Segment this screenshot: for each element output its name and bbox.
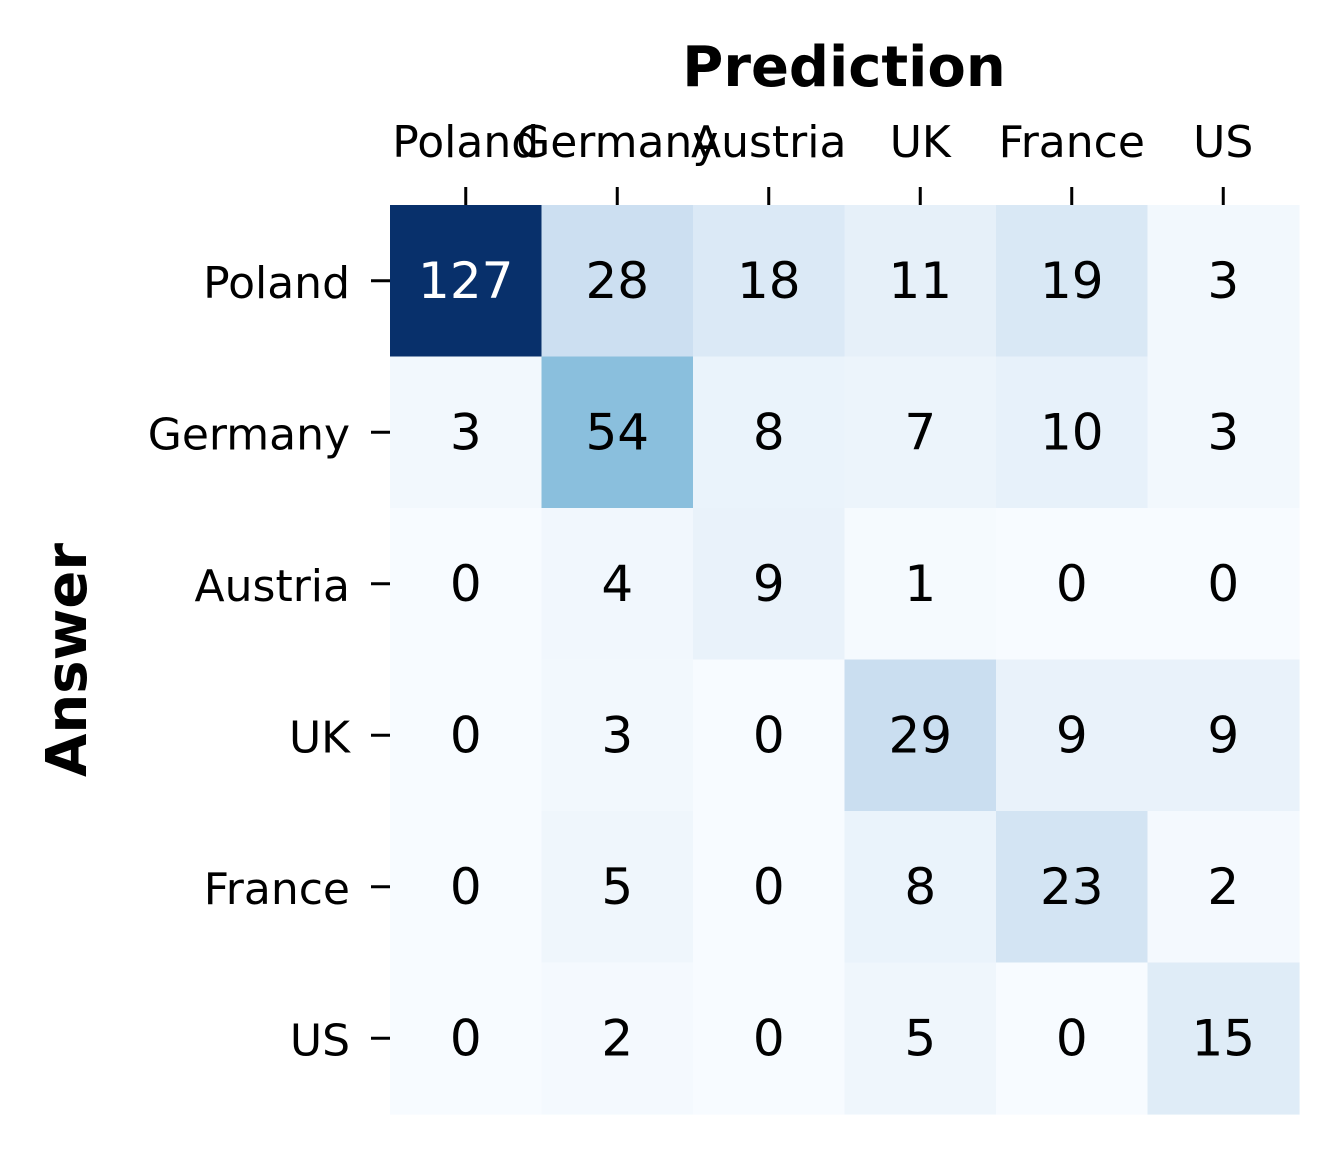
heatmap-cell	[844, 356, 997, 509]
cell-value-label: 0	[753, 858, 785, 916]
cell-value-label: 15	[1191, 1009, 1255, 1067]
heatmap-cell	[390, 205, 543, 358]
cell-value-label: 8	[753, 403, 785, 461]
heatmap-cell	[996, 659, 1149, 812]
cell-value-label: 8	[904, 858, 936, 916]
heatmap-cell	[541, 962, 694, 1115]
heatmap-cell	[1147, 962, 1300, 1115]
heatmap-cell	[844, 508, 997, 661]
y-tick-label: France	[204, 864, 350, 915]
heatmap-cell	[541, 659, 694, 812]
cell-value-label: 11	[888, 252, 952, 310]
x-tick-label: Austria	[691, 117, 846, 168]
cell-value-label: 0	[1056, 555, 1088, 613]
cell-value-label: 1	[904, 555, 936, 613]
cell-value-label: 5	[601, 858, 633, 916]
x-tick-label: US	[1193, 117, 1253, 168]
heatmap-cell	[693, 205, 846, 358]
cell-value-label: 127	[418, 252, 513, 310]
heatmap-cell	[1147, 659, 1300, 812]
heatmap-cell	[541, 508, 694, 661]
heatmap-cell	[693, 962, 846, 1115]
cell-value-label: 4	[601, 555, 633, 613]
y-tick-label: Poland	[203, 258, 350, 309]
heatmap-cell	[1147, 508, 1300, 661]
cell-value-label: 0	[450, 1009, 482, 1067]
cell-value-label: 0	[753, 706, 785, 764]
heatmap-cell	[996, 205, 1149, 358]
heatmap-cell	[844, 811, 997, 964]
cell-value-label: 54	[585, 403, 649, 461]
heatmap-cell	[996, 962, 1149, 1115]
heatmap-cell	[996, 356, 1149, 509]
cell-value-label: 0	[450, 858, 482, 916]
heatmap-cell	[844, 205, 997, 358]
cell-value-label: 3	[601, 706, 633, 764]
y-tick-label: UK	[289, 712, 351, 763]
heatmap-cell	[390, 356, 543, 509]
cell-value-label: 7	[904, 403, 936, 461]
x-axis-title: Prediction	[682, 35, 1005, 100]
cell-value-label: 0	[450, 706, 482, 764]
y-tick-label: Germany	[148, 409, 350, 460]
heatmap-cell	[390, 659, 543, 812]
heatmap-cell	[1147, 356, 1300, 509]
cell-value-label: 5	[904, 1009, 936, 1067]
heatmap-cell	[390, 508, 543, 661]
cell-value-label: 18	[737, 252, 801, 310]
cell-value-label: 10	[1040, 403, 1104, 461]
cell-value-label: 29	[888, 706, 952, 764]
cell-value-label: 28	[585, 252, 649, 310]
y-axis-title: Answer	[35, 543, 100, 777]
cell-value-label: 9	[1056, 706, 1088, 764]
cell-value-label: 19	[1040, 252, 1104, 310]
heatmap-cell	[693, 659, 846, 812]
heatmap-cell	[693, 508, 846, 661]
heatmap-cell	[1147, 205, 1300, 358]
y-tick-label: US	[290, 1015, 350, 1066]
cell-value-label: 23	[1040, 858, 1104, 916]
heatmap-cell	[541, 811, 694, 964]
heatmap-cell	[390, 811, 543, 964]
y-axis-ticks: Poland Germany Austria UK France US	[148, 258, 390, 1066]
cell-value-label: 3	[1207, 403, 1239, 461]
heatmap-cell	[996, 508, 1149, 661]
cell-value-label: 3	[1207, 252, 1239, 310]
heatmap-cell	[390, 962, 543, 1115]
cell-value-label: 2	[601, 1009, 633, 1067]
heatmap-cell	[541, 356, 694, 509]
x-tick-label: France	[999, 117, 1145, 168]
heatmap-cell	[844, 962, 997, 1115]
heatmap-cells: 127 28 18 11 19 33 54 8 7 10 30 4 9 1 0 00 3 0 29 9 90 5 0 8 23 2…	[390, 205, 1300, 1115]
cell-value-label: 0	[753, 1009, 785, 1067]
x-tick-label: Germany	[516, 117, 718, 168]
x-tick-label: UK	[890, 117, 952, 168]
heatmap-cell	[693, 811, 846, 964]
heatmap-cell	[996, 811, 1149, 964]
x-tick-label: Poland	[392, 117, 539, 168]
cell-value-label: 2	[1207, 858, 1239, 916]
cell-value-label: 0	[1056, 1009, 1088, 1067]
cell-value-label: 0	[1207, 555, 1239, 613]
heatmap-cell	[541, 205, 694, 358]
cell-value-label: 3	[450, 403, 482, 461]
cell-value-label: 0	[450, 555, 482, 613]
heatmap-cell	[1147, 811, 1300, 964]
heatmap-cell	[844, 659, 997, 812]
y-tick-label: Austria	[195, 561, 350, 612]
cell-value-label: 9	[1207, 706, 1239, 764]
cell-value-label: 9	[753, 555, 785, 613]
heatmap-cell	[693, 356, 846, 509]
